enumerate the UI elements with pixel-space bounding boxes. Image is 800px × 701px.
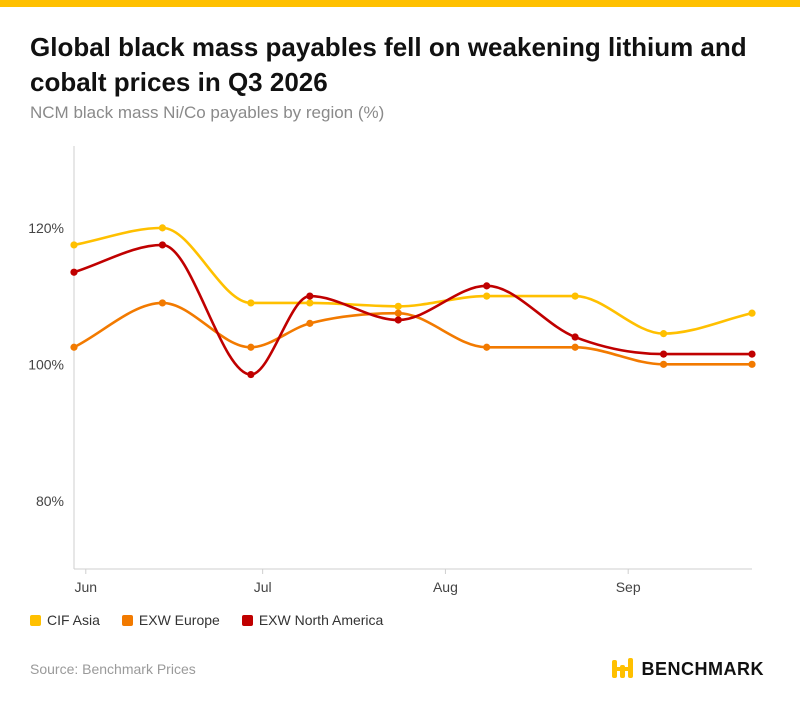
top-accent-bar: [0, 0, 800, 7]
data-point-exw-north-america: [158, 241, 167, 249]
data-point-exw-north-america: [483, 282, 491, 290]
legend-swatch: [121, 614, 133, 626]
series-line-exw-north-america: [72, 243, 754, 376]
y-tick-label: 80%: [36, 493, 64, 509]
data-point-cif-asia: [394, 302, 402, 310]
chart-legend: CIF Asia EXW Europe EXW North America: [30, 612, 405, 628]
data-point-exw-europe: [394, 309, 402, 317]
legend-swatch: [241, 614, 253, 626]
data-point-exw-europe: [247, 343, 255, 351]
legend-label: EXW North America: [258, 612, 384, 628]
series-exw-north-america: [70, 241, 756, 379]
chart-axes: 80% 100% 120% Jun Jul Aug Sep: [28, 146, 752, 595]
data-point-cif-asia: [659, 330, 668, 338]
data-point-exw-europe: [158, 299, 167, 307]
data-point-cif-asia: [158, 224, 167, 232]
data-point-cif-asia: [748, 309, 756, 317]
source-note: Source: Benchmark Prices: [30, 661, 196, 677]
data-point-exw-north-america: [70, 268, 78, 276]
x-tick-label: Jun: [75, 579, 98, 595]
data-point-cif-asia: [247, 299, 255, 307]
data-point-cif-asia: [483, 292, 491, 300]
data-point-exw-north-america: [247, 370, 255, 379]
x-tick-label: Jul: [254, 579, 272, 595]
x-tick-label: Aug: [433, 579, 458, 595]
benchmark-logo-icon: [611, 658, 633, 678]
data-point-exw-europe: [483, 343, 491, 351]
chart-title: Global black mass payables fell on weake…: [30, 32, 747, 97]
data-point-cif-asia: [70, 241, 78, 249]
data-point-cif-asia: [306, 299, 314, 307]
data-point-exw-north-america: [571, 333, 579, 341]
legend-item-exw-europe: EXW Europe: [121, 612, 220, 628]
data-point-exw-europe: [748, 360, 756, 368]
data-point-exw-north-america: [394, 316, 402, 324]
legend-item-cif-asia: CIF Asia: [30, 612, 100, 628]
legend-item-exw-north-america: EXW North America: [241, 612, 384, 628]
legend-label: EXW Europe: [138, 612, 220, 628]
data-point-exw-north-america: [748, 350, 756, 358]
series-cif-asia: [70, 224, 756, 338]
series-exw-europe: [70, 299, 756, 368]
y-tick-label: 100%: [28, 356, 64, 372]
data-point-exw-europe: [571, 343, 579, 351]
data-point-cif-asia: [571, 292, 579, 300]
chart-subtitle: NCM black mass Ni/Co payables by region …: [30, 103, 385, 122]
brand: BENCHMARK: [610, 656, 765, 682]
data-point-exw-europe: [306, 319, 314, 327]
legend-swatch: [30, 614, 41, 626]
data-point-exw-europe: [70, 343, 78, 351]
chart-series: [70, 224, 756, 379]
data-point-exw-europe: [659, 360, 668, 368]
series-line-exw-europe: [72, 301, 754, 366]
y-tick-label: 120%: [28, 220, 64, 236]
data-point-exw-north-america: [659, 350, 668, 358]
x-tick-label: Sep: [616, 579, 641, 595]
legend-label: CIF Asia: [47, 612, 100, 628]
data-point-exw-north-america: [306, 292, 314, 300]
brand-name: BENCHMARK: [641, 658, 764, 679]
